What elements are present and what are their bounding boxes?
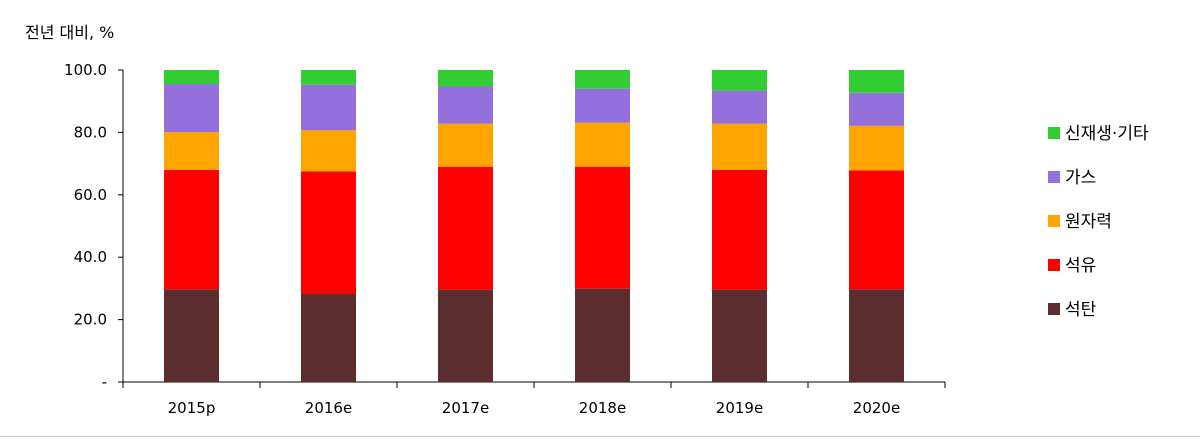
legend-label: 신재생·기타 bbox=[1065, 124, 1149, 144]
bar-segment bbox=[301, 84, 356, 131]
legend-label: 원자력 bbox=[1065, 212, 1112, 232]
bar-segment bbox=[712, 90, 767, 124]
bar-segment bbox=[438, 70, 493, 87]
legend-item: 원자력 bbox=[1048, 212, 1112, 232]
bar-segment bbox=[301, 70, 356, 85]
legend-item: 가스 bbox=[1048, 168, 1096, 188]
y-tick-label: 80.0 bbox=[74, 123, 107, 141]
legend-label: 석탄 bbox=[1065, 300, 1097, 320]
legend-label: 석유 bbox=[1065, 256, 1096, 276]
legend-label: 가스 bbox=[1065, 168, 1096, 188]
legend-swatch bbox=[1048, 259, 1060, 271]
y-tick-label: 60.0 bbox=[74, 186, 107, 204]
x-category-label: 2016e bbox=[305, 399, 352, 417]
x-category-label: 2015p bbox=[168, 399, 216, 417]
bar-segment bbox=[438, 289, 493, 382]
unit-label: 전년 대비, % bbox=[25, 23, 114, 42]
x-category-label: 2017e bbox=[442, 399, 489, 417]
bar-segment bbox=[712, 70, 767, 91]
legend-item: 석탄 bbox=[1048, 300, 1097, 320]
y-tick-label: 40.0 bbox=[74, 248, 107, 266]
bar-segment bbox=[438, 166, 493, 290]
bar-segment bbox=[712, 289, 767, 382]
legend-swatch bbox=[1048, 303, 1060, 315]
bar-segment bbox=[164, 84, 219, 133]
y-tick-label: 100.0 bbox=[64, 61, 107, 79]
bar-segment bbox=[438, 86, 493, 124]
bar-segment bbox=[301, 130, 356, 172]
bar-segment bbox=[575, 288, 630, 382]
bar-segment bbox=[575, 122, 630, 167]
bar-stack bbox=[712, 70, 767, 382]
legend-swatch bbox=[1048, 127, 1060, 139]
x-category-label: 2018e bbox=[579, 399, 626, 417]
bar-segment bbox=[301, 171, 356, 295]
legend-swatch bbox=[1048, 171, 1060, 183]
bar-segment bbox=[164, 169, 219, 290]
bar-segment bbox=[575, 166, 630, 289]
bar-segment bbox=[712, 123, 767, 170]
x-category-label: 2020e bbox=[853, 399, 900, 417]
bar-segment bbox=[849, 289, 904, 382]
bar-segment bbox=[849, 92, 904, 126]
bar-stack bbox=[301, 70, 356, 382]
bar-segment bbox=[164, 70, 219, 85]
x-category-label: 2019e bbox=[716, 399, 763, 417]
bar-stack bbox=[438, 70, 493, 382]
bar-segment bbox=[575, 88, 630, 123]
bar-segment bbox=[849, 70, 904, 93]
bar-segment bbox=[164, 132, 219, 170]
bar-segment bbox=[849, 125, 904, 171]
legend-item: 신재생·기타 bbox=[1048, 124, 1149, 144]
bar-stack bbox=[849, 70, 904, 382]
y-tick-label: - bbox=[102, 373, 107, 391]
bar-stack bbox=[575, 70, 630, 382]
bar-segment bbox=[301, 294, 356, 382]
bar-segment bbox=[712, 169, 767, 290]
bar-segment bbox=[164, 289, 219, 382]
plot-area: - 20.0 40.0 60.0 80.0 100.0 2015p 2016e 2017e 201… bbox=[64, 61, 946, 417]
legend-item: 석유 bbox=[1048, 256, 1096, 276]
legend-swatch bbox=[1048, 215, 1060, 227]
bar-segment bbox=[849, 170, 904, 290]
y-tick-label: 20.0 bbox=[74, 311, 107, 329]
bottom-divider bbox=[0, 436, 1200, 437]
bar-segment bbox=[575, 70, 630, 89]
bar-segment bbox=[438, 123, 493, 167]
bar-stack bbox=[164, 70, 219, 382]
